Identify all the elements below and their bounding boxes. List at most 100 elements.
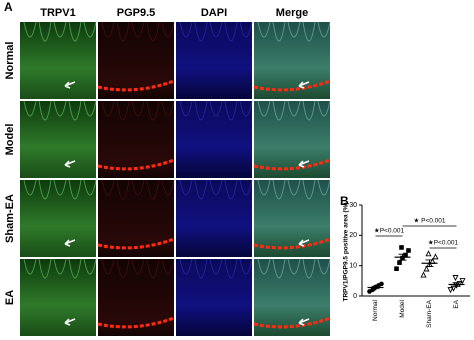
micrograph: [176, 101, 252, 178]
crypt: [302, 21, 316, 42]
row-label: Model: [4, 124, 16, 156]
crypt: [23, 21, 37, 38]
arrow: [64, 318, 76, 326]
crypt: [131, 179, 145, 196]
crypt: [131, 100, 145, 117]
micrograph: [20, 22, 96, 99]
y-tick-label: 30: [349, 202, 357, 209]
x-tick-label: Sham-EA: [426, 299, 433, 327]
crypt: [317, 21, 331, 38]
micrograph: [20, 180, 96, 257]
crypt: [53, 179, 67, 196]
crypt: [317, 179, 331, 196]
crypt: [287, 100, 301, 117]
crypt: [257, 258, 271, 275]
crypt: [38, 258, 52, 279]
column-header: DAPI: [201, 7, 227, 19]
crypt: [116, 258, 130, 279]
column-header: TRPV1: [40, 7, 75, 19]
crypt: [83, 179, 97, 196]
crypt: [302, 100, 316, 121]
muscle-band: [97, 79, 175, 92]
column-header: PGP9.5: [117, 7, 156, 19]
crypt: [179, 21, 193, 38]
crypt: [38, 100, 52, 121]
data-point: [447, 287, 454, 294]
arrow: [64, 239, 76, 247]
row-label: Sham-EA: [4, 194, 16, 243]
muscle-band: [253, 316, 331, 329]
crypt: [116, 179, 130, 200]
micrograph: [176, 180, 252, 257]
micrograph: [98, 259, 174, 336]
arrow: [298, 318, 310, 326]
crypt: [194, 21, 208, 42]
crypt: [53, 258, 67, 275]
x-tick-label: EA: [453, 299, 460, 308]
data-point: [399, 245, 404, 250]
data-point: [403, 252, 408, 258]
error-bar: [452, 282, 461, 287]
crypt: [257, 21, 271, 38]
crypt: [224, 100, 238, 121]
crypt: [68, 258, 82, 279]
crypt: [23, 179, 37, 196]
crypt: [101, 179, 115, 196]
crypt: [239, 179, 253, 196]
micrograph: [176, 259, 252, 336]
crypt: [239, 100, 253, 117]
crypt: [209, 21, 223, 38]
crypt: [131, 21, 145, 38]
crypt: [68, 179, 82, 200]
data-point: [425, 250, 432, 257]
crypt: [209, 179, 223, 196]
crypt: [302, 258, 316, 279]
crypt: [23, 258, 37, 275]
micrograph: [254, 22, 330, 99]
crypt: [239, 258, 253, 275]
crypt: [38, 21, 52, 42]
muscle-band: [97, 316, 175, 329]
crypt: [116, 100, 130, 121]
arrow: [298, 81, 310, 89]
crypt: [179, 100, 193, 117]
crypt: [272, 179, 286, 200]
crypt: [209, 258, 223, 275]
crypt: [302, 179, 316, 200]
data-point: [420, 271, 427, 278]
crypt: [53, 100, 67, 117]
crypt: [116, 21, 130, 42]
crypt: [83, 21, 97, 38]
muscle-band: [97, 237, 175, 250]
micrograph: [98, 22, 174, 99]
y-tick-label: 10: [349, 263, 357, 270]
muscle-band: [253, 79, 331, 92]
crypt: [146, 100, 160, 121]
crypt: [287, 21, 301, 38]
crypt: [272, 258, 286, 279]
crypt: [287, 258, 301, 275]
crypt: [83, 100, 97, 117]
data-point: [397, 260, 402, 265]
crypt: [146, 21, 160, 42]
crypt: [224, 179, 238, 200]
annotation: ★ P<0.001: [413, 217, 445, 225]
panel-label: A: [4, 0, 13, 14]
arrow: [298, 239, 310, 247]
micrograph: [254, 180, 330, 257]
crypt: [317, 100, 331, 117]
crypt: [194, 258, 208, 279]
crypt: [146, 179, 160, 200]
crypt: [194, 179, 208, 200]
crypt: [161, 100, 175, 117]
crypt: [161, 258, 175, 275]
arrow: [64, 81, 76, 89]
x-tick-label: Normal: [372, 299, 379, 321]
crypt: [83, 258, 97, 275]
row-label: Normal: [4, 42, 16, 80]
data-point: [406, 248, 411, 253]
crypt: [38, 179, 52, 200]
micrograph: [20, 101, 96, 178]
micrograph: [98, 180, 174, 257]
